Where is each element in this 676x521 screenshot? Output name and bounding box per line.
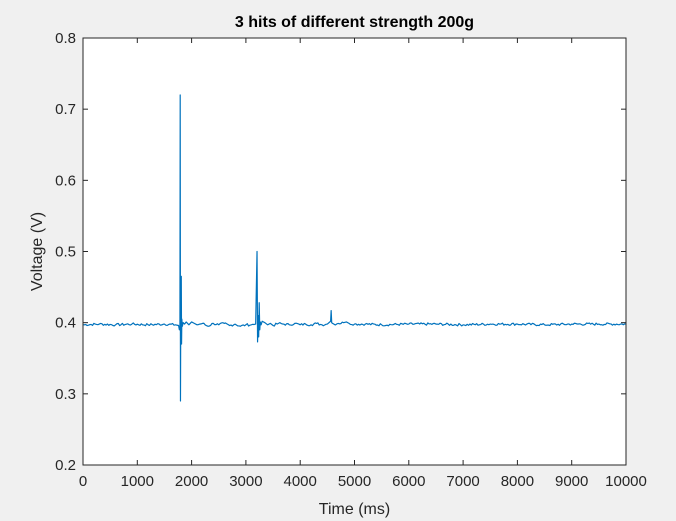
y-tick-label: 0.7 bbox=[55, 101, 76, 118]
plot-area bbox=[83, 38, 626, 465]
x-axis-label: Time (ms) bbox=[319, 501, 390, 518]
x-tick-label: 4000 bbox=[284, 473, 317, 490]
x-tick-label: 3000 bbox=[229, 473, 262, 490]
chart-title: 3 hits of different strength 200g bbox=[235, 14, 474, 31]
x-tick-label: 1000 bbox=[121, 473, 154, 490]
series-line bbox=[82, 94, 627, 402]
x-tick-label: 9000 bbox=[555, 473, 588, 490]
y-tick-label: 0.6 bbox=[55, 172, 76, 189]
y-axis-label: Voltage (V) bbox=[29, 212, 46, 291]
x-tick-label: 10000 bbox=[605, 473, 647, 490]
x-tick-label: 8000 bbox=[501, 473, 534, 490]
y-tick-label: 0.8 bbox=[55, 30, 76, 47]
x-tick-label: 2000 bbox=[175, 473, 208, 490]
x-tick-label: 6000 bbox=[392, 473, 425, 490]
y-tick-label: 0.2 bbox=[55, 457, 76, 474]
x-tick-label: 5000 bbox=[338, 473, 371, 490]
y-axis-ticks: 0.2 0.3 0.4 0.5 0.6 0.7 0.8 bbox=[55, 30, 626, 474]
y-tick-label: 0.4 bbox=[55, 315, 76, 332]
plot-frame bbox=[82, 37, 627, 466]
x-axis-ticks: 0 1000 2000 3000 4000 5000 6000 7000 8000 9000 100… bbox=[79, 38, 647, 490]
series-group bbox=[82, 94, 627, 402]
x-tick-label: 0 bbox=[79, 473, 87, 490]
x-tick-label: 7000 bbox=[446, 473, 479, 490]
y-tick-label: 0.3 bbox=[55, 386, 76, 403]
y-tick-label: 0.5 bbox=[55, 244, 76, 261]
